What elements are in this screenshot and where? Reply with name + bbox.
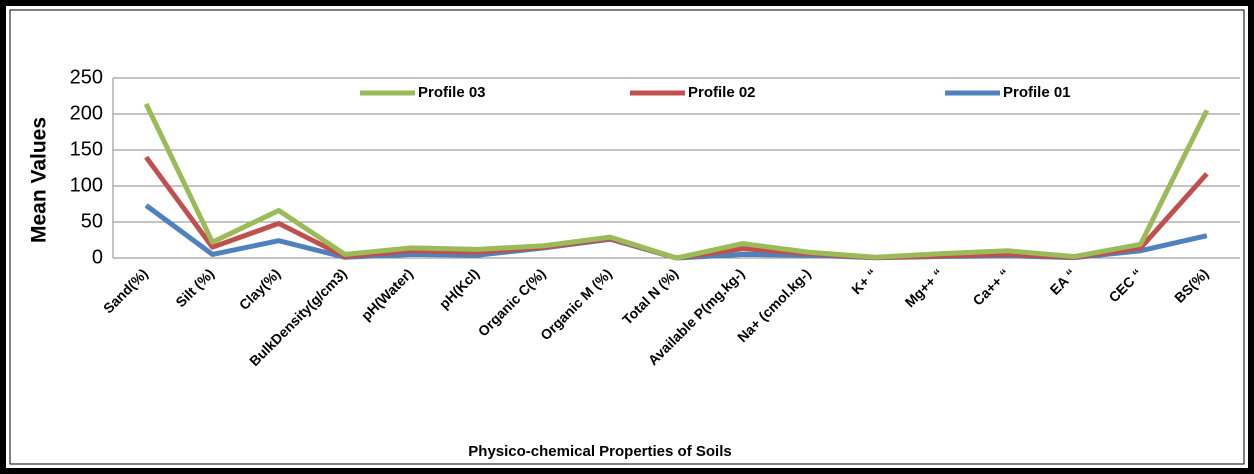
y-tick-label: 100 — [70, 174, 103, 196]
y-tick-label: 250 — [70, 66, 103, 88]
x-tick-label: BS(%) — [1171, 265, 1211, 305]
x-tick-label: Clay(%) — [236, 265, 284, 313]
x-tick-label: Sand(%) — [100, 265, 151, 316]
x-tick-label: pH(Water) — [358, 265, 416, 323]
y-tick-label: 200 — [70, 102, 103, 124]
x-axis-title: Physico-chemical Properties of Soils — [468, 443, 731, 460]
series-line — [144, 155, 1209, 261]
x-tick-label: CEC “ — [1105, 265, 1145, 305]
x-tick-label: Organic C(%) — [475, 265, 549, 339]
series-line — [143, 102, 1210, 261]
x-tick-label: K+ “ — [848, 265, 880, 297]
x-tick-label: Mg++ “ — [902, 265, 947, 310]
y-tick-label: 50 — [81, 210, 103, 232]
x-tick-label: Ca++ “ — [969, 265, 1012, 308]
series-line — [144, 203, 1208, 261]
x-tick-label: Organic M (%) — [537, 265, 615, 343]
panel — [9, 9, 1245, 465]
legend-label: Profile 01 — [1003, 84, 1071, 101]
y-axis-title: Mean Values — [28, 117, 51, 243]
x-tick-label: Silt (%) — [172, 265, 217, 310]
x-tick-label: pH(Kcl) — [436, 265, 483, 312]
x-tick-label: Total N (%) — [619, 265, 681, 327]
legend-label: Profile 03 — [418, 84, 486, 101]
legend-label: Profile 02 — [688, 84, 756, 101]
y-tick-label: 150 — [70, 138, 103, 160]
y-tick-label: 0 — [92, 246, 103, 268]
x-tick-label: EA “ — [1047, 265, 1079, 297]
